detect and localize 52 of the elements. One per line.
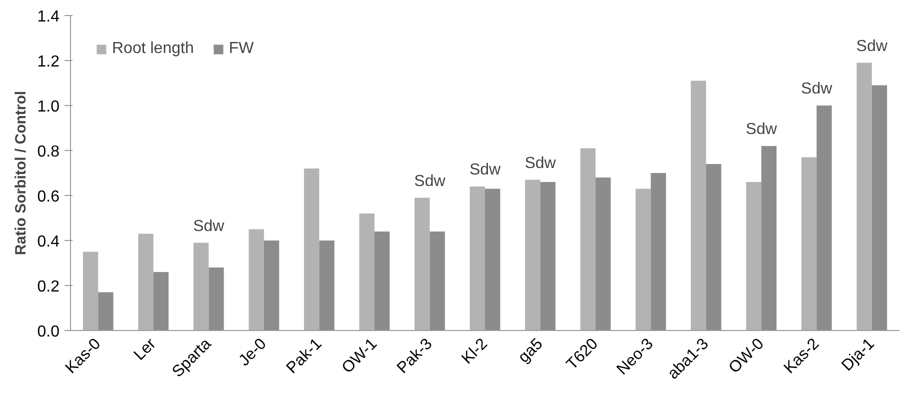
annotation: Sdw: [746, 121, 778, 138]
bar: [319, 240, 334, 330]
y-tick-label: 1.0: [37, 98, 60, 116]
annotation: Sdw: [524, 154, 556, 172]
y-tick-label: 0.6: [37, 188, 60, 206]
x-tick-label: Kl-2: [458, 335, 492, 368]
bar: [138, 234, 154, 330]
legend-label: FW: [228, 40, 254, 58]
bar: [706, 164, 722, 330]
bar: [761, 146, 777, 330]
bar: [98, 292, 114, 330]
bar: [801, 157, 817, 330]
x-tick-label: ga5: [515, 335, 546, 366]
bar: [153, 272, 169, 330]
bar: [525, 180, 540, 330]
y-tick-label: 0.4: [37, 234, 60, 250]
bar: [264, 240, 280, 330]
y-tick-label: 0.8: [37, 144, 60, 160]
bar: [193, 242, 209, 330]
annotation: Sdw: [414, 172, 446, 190]
y-axis-title: Ratio Sorbitol / Control: [12, 90, 30, 256]
bar: [470, 186, 485, 330]
annotation: Sdw: [469, 162, 502, 178]
annotation: Sdw: [193, 218, 225, 235]
bar: [374, 232, 390, 330]
y-tick-label: 1.2: [37, 54, 60, 70]
y-tick-label: 0.2: [37, 278, 60, 296]
y-tick-label: 1.4: [37, 8, 60, 26]
bar: [414, 198, 430, 330]
bar: [872, 85, 888, 330]
bar: [746, 182, 762, 330]
y-tick-label: 0.0: [37, 324, 60, 340]
bar: [248, 229, 264, 330]
bar: [690, 80, 706, 330]
bar: [485, 188, 500, 330]
bar: [856, 62, 872, 330]
x-tick-label: Ler: [131, 335, 160, 364]
bar: [596, 178, 611, 330]
bar: [208, 268, 224, 330]
bar: [636, 188, 651, 330]
x-tick-label: Je-0: [236, 335, 270, 370]
bar: [430, 232, 445, 330]
bar: [359, 214, 374, 330]
legend-label: Root length: [112, 40, 194, 58]
bar: [82, 252, 98, 330]
bar: [816, 106, 832, 330]
annotation: Sdw: [856, 38, 888, 55]
bar: [650, 173, 666, 330]
bar: [540, 182, 556, 330]
bar: [580, 148, 596, 330]
bar: [304, 168, 320, 330]
annotation: Sdw: [801, 80, 833, 98]
